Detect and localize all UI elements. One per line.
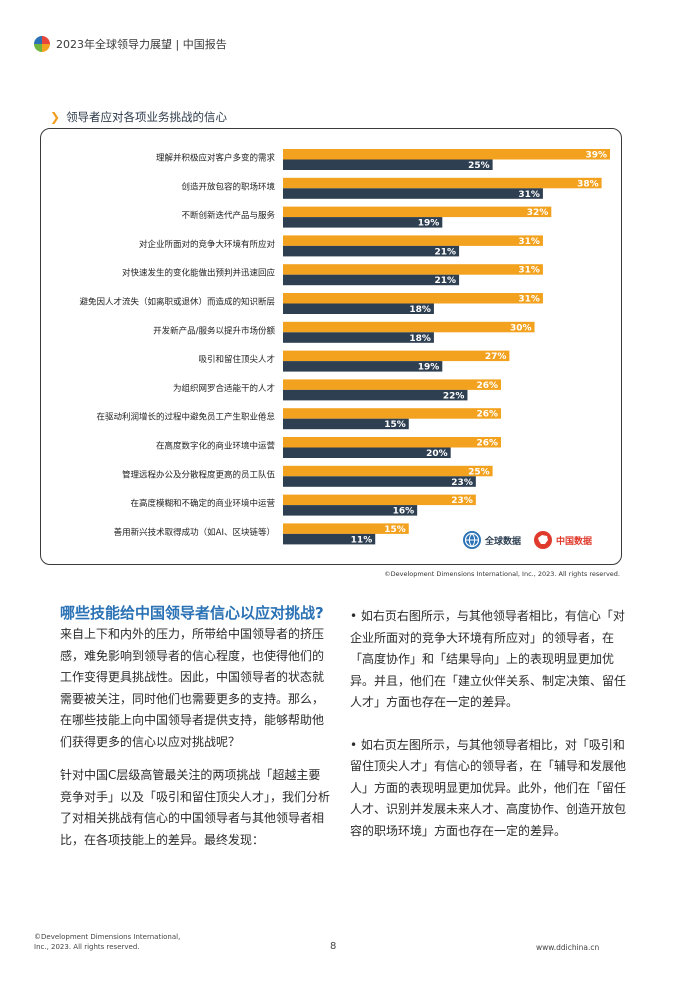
left-paragraph: 针对中国C层级高管最关注的两项挑战「超越主要竞争对手」以及「吸引和留住顶尖人才」… — [60, 768, 331, 847]
data-label-global: 22% — [443, 391, 465, 401]
right-paragraph: • 如右页右图所示，与其他领导者相比，有信心「对企业所面对的竞争大环境有所应对」… — [350, 609, 627, 709]
page-number: 8 — [330, 941, 337, 952]
bar-china — [283, 235, 543, 246]
bar-chart: 理解并积极应对客户多变的需求 39% 25% 创造开放包容的职场环境 38% 31% 不断创… — [79, 149, 610, 545]
data-label-china: 15% — [384, 525, 406, 535]
category-label: 对企业所面对的竞争大环境有所应对 — [139, 239, 276, 250]
data-label-global: 18% — [409, 305, 431, 315]
bar-global — [283, 361, 443, 372]
footer-copyright-line1: ©Development Dimensions International, — [34, 933, 181, 941]
category-label: 善用新兴技术取得成功（如AI、区块链等） — [114, 527, 275, 538]
chevron-right-icon: ❯ — [50, 110, 61, 124]
data-label-china: 32% — [527, 208, 549, 218]
footer-copyright-line2: Inc., 2023. All rights reserved. — [34, 943, 140, 951]
chart-copyright: ©Development Dimensions International, I… — [384, 570, 620, 578]
data-label-china: 31% — [518, 295, 540, 305]
data-label-global: 15% — [384, 420, 406, 430]
category-label: 管理远程办公及分散程度更高的员工队伍 — [122, 469, 276, 480]
chart-container: 理解并积极应对客户多变的需求 39% 25% 创造开放包容的职场环境 38% 31% 不断创… — [40, 128, 622, 565]
footer-copyright: ©Development Dimensions International, I… — [34, 932, 180, 952]
bar-china — [283, 494, 476, 506]
bar-china — [283, 437, 501, 448]
bar-china — [283, 177, 602, 189]
bar-china — [283, 465, 493, 477]
bar-global — [283, 332, 434, 343]
bar-china — [283, 149, 610, 160]
data-label-global: 19% — [418, 363, 440, 373]
left-paragraph: 来自上下和内外的压力，所带给中国领导者的挤压感，难免影响到领导者的信心程度，也使… — [60, 627, 325, 749]
bar-global — [283, 303, 434, 314]
category-label: 对快速发生的变化能做出预判并迅速回应 — [122, 268, 276, 279]
bar-global — [283, 274, 460, 286]
legend-global-label: 全球数据 — [485, 536, 522, 547]
category-label: 在驱动利润增长的过程中避免员工产生职业倦怠 — [96, 412, 275, 423]
bar-global — [283, 505, 418, 516]
category-label: 为组织网罗合适能干的人才 — [173, 383, 275, 394]
data-label-china: 27% — [485, 352, 507, 362]
data-label-china: 25% — [468, 467, 490, 477]
bar-china — [283, 293, 543, 304]
legend-global: 全球数据 — [463, 531, 521, 549]
data-label-china: 26% — [476, 439, 498, 449]
data-label-global: 25% — [468, 161, 490, 171]
footer-url: www.ddichina.cn — [536, 943, 600, 952]
data-label-china: 26% — [476, 410, 498, 420]
data-label-global: 23% — [451, 478, 473, 488]
bar-china — [283, 206, 552, 218]
category-label: 在高度模糊和不确定的商业环境中运营 — [130, 498, 275, 509]
page-header: 2023年全球领导力展望 | 中国报告 — [34, 36, 227, 52]
data-label-global: 21% — [435, 247, 457, 257]
bar-global — [283, 188, 543, 199]
category-label: 理解并积极应对客户多变的需求 — [156, 153, 276, 164]
category-label: 开发新产品/服务以提升市场份额 — [153, 325, 275, 336]
data-label-china: 38% — [577, 179, 599, 189]
category-label: 避免因人才流失（如离职或退休）而造成的知识断层 — [79, 297, 275, 308]
right-column: • 如右页右图所示，与其他领导者相比，有信心「对企业所面对的竞争大环境有所应对」… — [350, 606, 630, 863]
legend-china-label: 中国数据 — [556, 536, 593, 547]
china-map-icon — [534, 531, 552, 549]
ddi-logo-icon — [34, 36, 50, 52]
data-label-china: 30% — [510, 323, 532, 333]
bar-china — [283, 264, 543, 275]
bar-global — [283, 245, 460, 257]
category-label: 吸引和留住顶尖人才 — [198, 354, 275, 365]
bar-global — [283, 447, 451, 458]
data-label-china: 26% — [476, 381, 498, 391]
globe-icon — [463, 531, 481, 549]
category-label: 创造开放包容的职场环境 — [181, 181, 275, 192]
section-title-text: 领导者应对各项业务挑战的信心 — [66, 110, 228, 124]
bar-china — [283, 321, 535, 333]
right-paragraph: • 如右页左图所示，与其他领导者相比，对「吸引和留住顶尖人才」有信心的领导者，在… — [350, 737, 627, 838]
data-label-global: 20% — [426, 449, 448, 459]
data-label-china: 39% — [585, 151, 607, 161]
section-title: ❯ 领导者应对各项业务挑战的信心 — [50, 109, 227, 125]
data-label-global: 31% — [518, 190, 540, 200]
bar-china — [283, 379, 501, 390]
header-title: 2023年全球领导力展望 | 中国报告 — [56, 38, 227, 51]
data-label-global: 19% — [418, 219, 440, 229]
bar-global — [283, 476, 476, 487]
data-label-china: 23% — [451, 496, 473, 506]
legend-china: 中国数据 — [534, 531, 592, 549]
data-label-global: 16% — [393, 507, 415, 517]
data-label-global: 18% — [409, 334, 431, 344]
bar-global — [283, 217, 443, 228]
bar-global — [283, 533, 376, 545]
bar-china — [283, 523, 409, 534]
bar-global — [283, 418, 409, 430]
bar-china — [283, 408, 501, 419]
data-label-china: 31% — [518, 266, 540, 276]
category-label: 不断创新迭代产品与服务 — [181, 210, 275, 221]
data-label-global: 11% — [351, 535, 373, 545]
category-label: 在高度数字化的商业环境中运营 — [156, 441, 275, 452]
bar-global — [283, 159, 493, 170]
data-label-china: 31% — [518, 237, 540, 247]
bar-global — [283, 389, 468, 401]
data-label-global: 21% — [435, 276, 457, 286]
question-heading: 哪些技能给中国领导者信心以应对挑战? — [60, 604, 324, 622]
bar-china — [283, 350, 510, 362]
left-column: 来自上下和内外的压力，所带给中国领导者的挤压感，难免影响到领导者的信心程度，也使… — [60, 624, 332, 863]
